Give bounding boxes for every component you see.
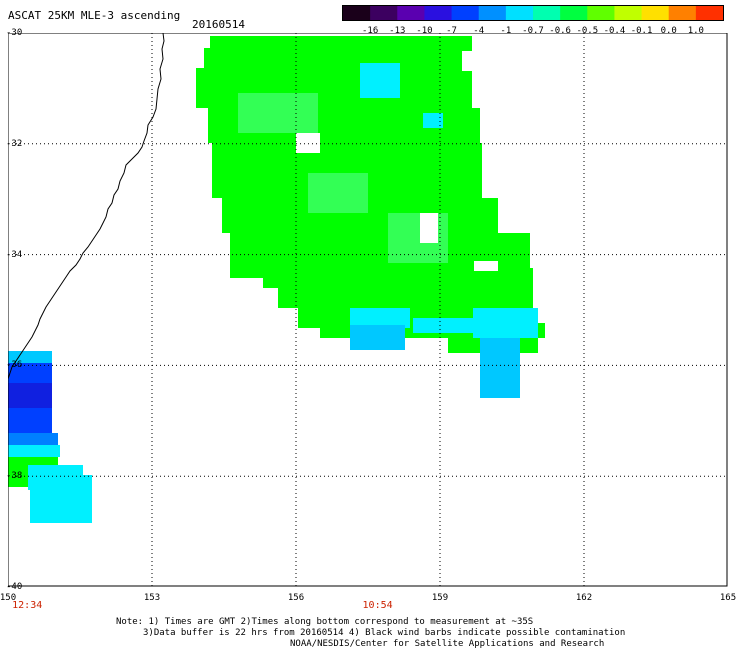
colorbar — [342, 5, 724, 21]
swath-cell — [8, 433, 58, 445]
swath-cell — [8, 351, 52, 363]
note-line-1: Note: 1) Times are GMT 2)Times along bot… — [116, 617, 534, 627]
colorbar-segment — [641, 6, 670, 20]
lat-label: -32 — [6, 138, 23, 149]
lon-label: 165 — [719, 593, 737, 603]
swath-gap — [204, 36, 210, 48]
colorbar-label: -16 — [362, 26, 379, 36]
swath-cell — [350, 325, 405, 350]
swath-cell — [278, 288, 533, 308]
swath-gap — [462, 51, 492, 71]
swath-gap — [296, 133, 320, 153]
colorbar-segment — [505, 6, 534, 20]
colorbar-segment — [614, 6, 643, 20]
colorbar-segment — [397, 6, 425, 20]
chart-date: 20160514 — [192, 18, 245, 31]
note-line-2: 3)Data buffer is 22 hrs from 20160514 4)… — [143, 628, 626, 638]
colorbar-segment — [695, 6, 724, 20]
lat-label: -40 — [6, 582, 23, 592]
swath-cell — [204, 36, 472, 71]
plot-frame — [8, 33, 728, 587]
colorbar-segment — [370, 6, 398, 20]
colorbar-label: -1 — [500, 26, 512, 36]
map-plot — [8, 33, 728, 587]
colorbar-segment — [451, 6, 480, 20]
colorbar-label: 0.0 — [660, 26, 677, 36]
colorbar-segment — [668, 6, 697, 20]
colorbar-label: -0.7 — [522, 26, 544, 36]
swath-cell — [30, 475, 92, 523]
colorbar-segment — [478, 6, 507, 20]
swath-cell — [308, 173, 368, 213]
data-swath — [8, 36, 545, 523]
swath-cell — [8, 408, 52, 433]
colorbar-label: 1.0 — [687, 26, 704, 36]
swath-gap — [474, 261, 498, 271]
lat-label: -30 — [6, 28, 23, 38]
coastline — [8, 33, 165, 380]
lon-label: 153 — [143, 593, 161, 603]
colorbar-label: -0.5 — [576, 26, 599, 36]
colorbar-segment — [587, 6, 615, 20]
colorbar-label: -0.6 — [549, 26, 571, 36]
swath-cell — [480, 338, 520, 398]
swath-cell — [413, 318, 473, 333]
colorbar-label: -10 — [416, 26, 433, 36]
swath-cell — [388, 213, 448, 263]
colorbar-segment — [533, 6, 561, 20]
time-label: 12:34 — [12, 600, 43, 611]
grid-lines — [8, 33, 728, 587]
lat-label: -38 — [6, 471, 23, 482]
colorbar-label: -0.4 — [603, 26, 626, 36]
colorbar-label: -13 — [389, 26, 406, 36]
swath-cell — [423, 113, 443, 128]
swath-cell — [360, 63, 400, 98]
colorbar-label: -4 — [473, 26, 485, 36]
swath-cell — [8, 445, 60, 457]
swath-cell — [8, 363, 52, 383]
note-line-3: NOAA/NESDIS/Center for Satellite Applica… — [290, 639, 605, 649]
swath-gap — [420, 213, 438, 243]
colorbar-label: -7 — [446, 26, 457, 36]
lon-label: 159 — [431, 593, 449, 603]
swath-cell — [196, 68, 472, 108]
swath-cell — [473, 308, 538, 338]
chart-title: ASCAT 25KM MLE-3 ascending — [8, 9, 181, 22]
swath-cell — [8, 383, 52, 408]
colorbar-segment — [560, 6, 588, 20]
colorbar-segment — [343, 6, 371, 20]
swath-cell — [350, 308, 410, 328]
lon-label: 156 — [287, 593, 305, 603]
time-label: 10:54 — [362, 600, 393, 611]
lon-label: 150 — [0, 593, 17, 603]
swath-cell — [238, 93, 318, 133]
lon-label: 162 — [575, 593, 593, 603]
colorbar-label: -0.1 — [630, 26, 653, 36]
colorbar-segment — [424, 6, 453, 20]
lat-label: -36 — [6, 360, 23, 371]
lat-label: -34 — [6, 249, 23, 260]
swath-cell — [263, 268, 533, 288]
